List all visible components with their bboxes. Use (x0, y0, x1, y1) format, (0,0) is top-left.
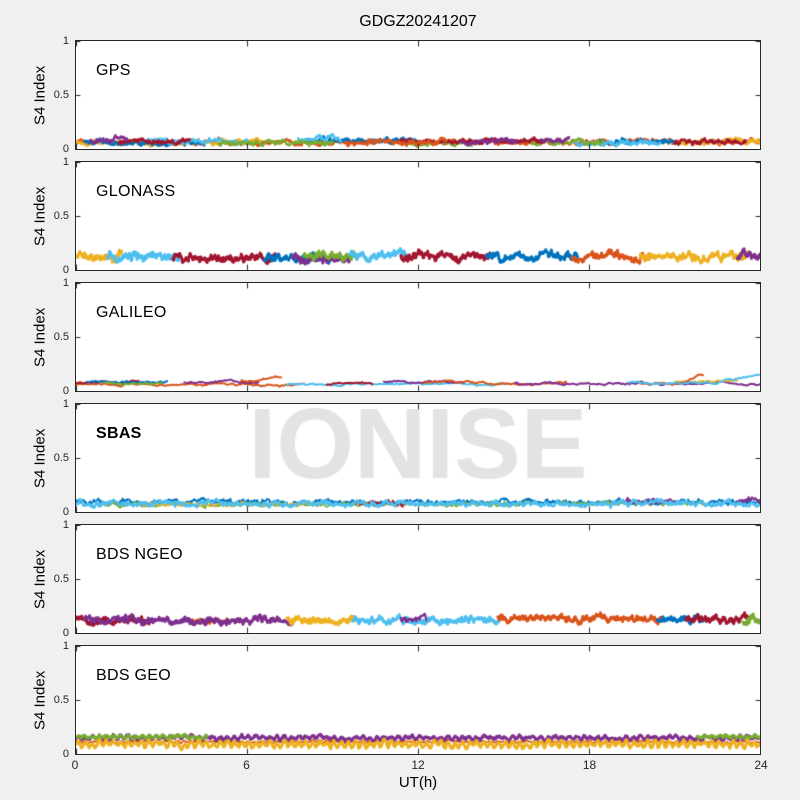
x-axis-label: UT(h) (398, 774, 438, 791)
panel-sbas: SBAS S4 Index 0 0.5 1 (32, 398, 761, 518)
y-tick-label: 1 (62, 398, 69, 410)
panel-bds-geo: BDS GEO S4 Index 0 0.5 1 (32, 640, 761, 760)
panel-bds-ngeo: BDS NGEO S4 Index 0 0.5 1 (32, 519, 761, 639)
y-tick-label: 0 (62, 748, 69, 760)
y-tick-label: 0.5 (53, 694, 69, 706)
y-tick-label: 1 (62, 640, 69, 652)
panel-label-galileo: GALILEO (96, 304, 167, 321)
y-tick-label: 0 (62, 143, 69, 155)
panel-gps: GPS S4 Index 0 0.5 1 (32, 35, 761, 155)
y-tick-label: 1 (62, 156, 69, 168)
panel-label-sbas: SBAS (96, 425, 142, 442)
figure-title: GDGZ20241207 (359, 13, 477, 30)
plot-area-galileo (76, 283, 760, 391)
plot-area-bds-geo (76, 646, 760, 754)
plot-area-gps (76, 41, 760, 149)
panel-label-gps: GPS (96, 62, 131, 79)
panel-glonass: GLONASS S4 Index 0 0.5 1 (32, 156, 761, 276)
y-tick-label: 1 (62, 519, 69, 531)
y-tick-label: 0.5 (53, 452, 69, 464)
y-tick-label: 0.5 (53, 210, 69, 222)
y-tick-label: 0 (62, 506, 69, 518)
x-tick-label: 12 (411, 758, 425, 772)
y-tick-label: 0 (62, 385, 69, 397)
y-tick-label: 1 (62, 35, 69, 47)
plot-area-sbas (76, 404, 760, 512)
x-tick-label: 24 (754, 758, 768, 772)
panel-label-bds-ngeo: BDS NGEO (96, 546, 183, 563)
y-tick-label: 0.5 (53, 331, 69, 343)
plot-area-bds-ngeo (76, 525, 760, 633)
panel-galileo: GALILEO S4 Index 0 0.5 1 (32, 277, 761, 397)
plot-area-glonass (76, 162, 760, 270)
x-tick-label: 6 (243, 758, 250, 772)
y-tick-label: 0.5 (53, 89, 69, 101)
y-tick-label: 1 (62, 277, 69, 289)
y-tick-label: 0.5 (53, 573, 69, 585)
x-tick-label: 18 (582, 758, 597, 772)
panel-label-glonass: GLONASS (96, 183, 176, 200)
y-tick-label: 0 (62, 264, 69, 276)
y-tick-label: 0 (62, 627, 69, 639)
panel-label-bds-geo: BDS GEO (96, 667, 172, 684)
x-tick-label: 0 (71, 758, 79, 772)
